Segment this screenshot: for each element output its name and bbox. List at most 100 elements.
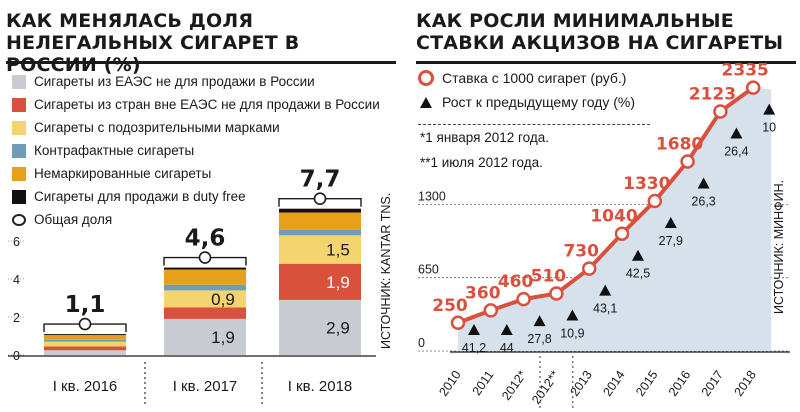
growth-value-label: 27,8 <box>527 332 551 346</box>
bar-value-label: 1,5 <box>326 241 350 260</box>
legend-swatch <box>12 74 26 89</box>
total-value-label: 7,7 <box>300 167 341 193</box>
rate-value-label: 2335 <box>722 61 769 81</box>
bar-legend: Сигареты из ЕАЭС не для продажи в России… <box>12 70 380 231</box>
bar-segment <box>279 235 361 264</box>
rate-line <box>457 85 755 325</box>
rate-point <box>516 291 531 307</box>
rate-point <box>581 261 597 276</box>
bar-segment <box>164 318 246 355</box>
growth-value-label: 41,2 <box>462 341 486 355</box>
rate-point <box>713 104 728 119</box>
y-tick-label: 650 <box>418 263 439 277</box>
bar-value-label: 1,9 <box>211 328 235 347</box>
rate-point <box>549 286 564 301</box>
rate-point <box>483 303 499 318</box>
bar-segment <box>164 307 246 319</box>
x-year-label: 2012** <box>529 368 562 407</box>
bar-segment <box>44 335 126 340</box>
rate-value-label: 510 <box>531 266 567 286</box>
growth-value-label: 26,3 <box>691 194 715 208</box>
rate-point <box>680 154 695 169</box>
growth-marker <box>566 309 579 321</box>
x-year-label: 2010 <box>436 368 463 399</box>
legend-label: Сигареты для продажи в duty free <box>34 189 246 204</box>
ring-marker-icon <box>418 70 434 86</box>
growth-value-label: 10 <box>762 121 776 135</box>
rate-value-label: 1680 <box>656 134 703 154</box>
legend-item: Сигареты с подозрительными марками <box>12 116 380 139</box>
bar-segment <box>164 267 246 270</box>
y-tick-label: 4 <box>13 273 20 287</box>
circle-marker-icon <box>12 213 26 226</box>
x-year-label: 2017 <box>699 368 726 399</box>
legend-growth: Рост к предыдущему году (%) <box>418 90 635 114</box>
legend-item: Немаркированные сигареты <box>12 162 380 185</box>
bar-segment <box>279 212 361 230</box>
legend-rate-label: Ставка с 1000 сигарет (руб.) <box>442 70 627 86</box>
growth-marker <box>730 127 743 139</box>
right-title-rule <box>416 61 796 64</box>
left-chart-title: КАК МЕНЯЛАСЬ ДОЛЯ НЕЛЕГАЛЬНЫХ СИГАРЕТ В … <box>6 10 300 76</box>
bar-segment <box>164 290 246 308</box>
growth-value-label: 26,4 <box>724 145 748 159</box>
legend-swatch <box>12 143 26 158</box>
legend-item: Сигареты для продажи в duty free <box>12 185 380 208</box>
growth-marker <box>697 177 710 189</box>
triangle-marker-icon <box>420 96 432 108</box>
bar-value-label: 1,9 <box>326 273 350 292</box>
legend-label: Сигареты из стран вне ЕАЭС не для продаж… <box>34 97 380 112</box>
total-marker <box>313 192 327 205</box>
x-year-label: 2014 <box>600 368 627 399</box>
growth-marker <box>533 315 546 327</box>
rate-value-label: 1330 <box>623 174 670 194</box>
total-value-label: 1,1 <box>65 292 106 318</box>
x-year-label: 2016 <box>666 368 693 399</box>
y-tick-label: 6 <box>13 235 20 249</box>
growth-marker <box>468 324 480 335</box>
bar-value-label: 0,9 <box>211 290 235 309</box>
x-category-label: I кв. 2017 <box>173 378 238 395</box>
footnote-2: **1 июля 2012 года. <box>420 155 543 170</box>
bar-segment <box>44 341 126 347</box>
legend-label: Общая доля <box>34 212 113 227</box>
total-value-label: 4,6 <box>185 226 226 252</box>
legend-label: Контрафактные сигареты <box>34 143 195 158</box>
legend-rate: Ставка с 1000 сигарет (руб.) <box>418 66 635 90</box>
growth-marker <box>599 284 612 296</box>
bar-segment <box>44 339 126 342</box>
x-year-label: 2011 <box>470 368 497 398</box>
bar-segment <box>279 299 361 355</box>
bar-segment <box>164 284 246 291</box>
growth-value-label: 43,1 <box>593 302 617 316</box>
rate-value-label: 730 <box>563 242 599 262</box>
total-marker <box>198 251 212 264</box>
y-tick-label: 2 <box>13 311 20 325</box>
rate-value-label: 250 <box>432 296 468 316</box>
rate-value-label: 360 <box>465 283 501 303</box>
right-chart-title: КАК РОСЛИ МИНИМАЛЬНЫЕ СТАВКИ АКЦИЗОВ НА … <box>416 10 784 54</box>
legend-item: Сигареты из стран вне ЕАЭС не для продаж… <box>12 93 380 116</box>
bar-segment <box>164 269 246 285</box>
x-year-label: 2018 <box>732 368 759 399</box>
y-tick-label: 1300 <box>418 189 446 203</box>
total-marker <box>78 317 92 331</box>
legend-label: Немаркированные сигареты <box>34 166 212 181</box>
legend-swatch <box>12 189 26 204</box>
legend-item: Контрафактные сигареты <box>12 139 380 162</box>
x-category-label: I кв. 2016 <box>53 378 118 395</box>
bar-segment <box>279 229 361 236</box>
legend-label: Сигареты из ЕАЭС не для продажи в России <box>34 74 315 89</box>
legend-growth-label: Рост к предыдущему году (%) <box>442 94 635 110</box>
bar-value-label: 2,9 <box>326 318 350 337</box>
rate-point <box>614 226 630 241</box>
line-legend: Ставка с 1000 сигарет (руб.) Рост к пред… <box>418 66 635 114</box>
bar-segment <box>279 263 361 300</box>
bar-segment <box>44 346 126 351</box>
x-year-label: 2015 <box>633 368 660 399</box>
growth-value-label: 10,9 <box>560 326 584 340</box>
legend-swatch <box>12 120 26 135</box>
legend-swatch <box>12 97 26 112</box>
bar-segment <box>279 208 361 213</box>
